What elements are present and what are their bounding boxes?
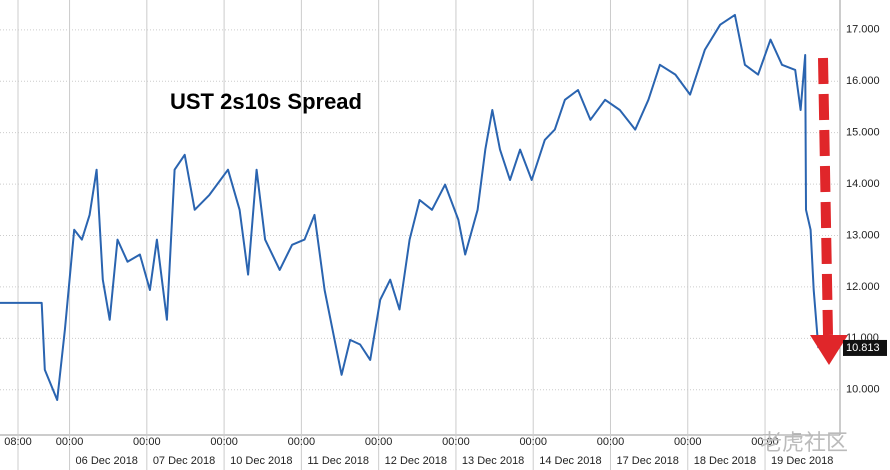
date-label: 06 Dec 2018 bbox=[76, 455, 138, 467]
x-tick-label: 00:00 bbox=[365, 436, 393, 448]
date-label: 17 Dec 2018 bbox=[616, 455, 678, 467]
y-tick-label: 17.000 bbox=[846, 24, 880, 36]
chart-title: UST 2s10s Spread bbox=[170, 89, 362, 114]
x-tick-label: 08:00 bbox=[4, 436, 32, 448]
date-label: 13 Dec 2018 bbox=[462, 455, 524, 467]
y-tick-label: 10.000 bbox=[846, 384, 880, 396]
date-label: 11 Dec 2018 bbox=[307, 455, 369, 467]
date-label: 19 Dec 2018 bbox=[771, 455, 833, 467]
x-tick-label: 00:00 bbox=[288, 436, 316, 448]
y-tick-label: 13.000 bbox=[846, 229, 880, 241]
date-label: 18 Dec 2018 bbox=[694, 455, 756, 467]
x-tick-label: 00:00 bbox=[210, 436, 238, 448]
last-value-label: 10.813 bbox=[846, 342, 880, 354]
watermark: 老虎社区 bbox=[760, 430, 848, 455]
x-tick-label: 00:00 bbox=[133, 436, 161, 448]
last-value-box bbox=[843, 339, 887, 356]
date-label: 07 Dec 2018 bbox=[153, 455, 215, 467]
y-tick-label: 16.000 bbox=[846, 75, 880, 87]
x-tick-label: 00:00 bbox=[442, 436, 470, 448]
y-tick-label: 15.000 bbox=[846, 127, 880, 139]
x-tick-label: 00:00 bbox=[597, 436, 625, 448]
x-tick-label: 00:00 bbox=[519, 436, 547, 448]
x-tick-label: 00:00 bbox=[751, 436, 779, 448]
x-tick-label: 00:00 bbox=[674, 436, 702, 448]
date-label: 14 Dec 2018 bbox=[539, 455, 601, 467]
red-arrow bbox=[810, 57, 848, 365]
line bbox=[0, 13, 820, 401]
x-tick-label: 00:00 bbox=[56, 436, 84, 448]
y-tick-label: 14.000 bbox=[846, 178, 880, 190]
date-label: 10 Dec 2018 bbox=[230, 455, 292, 467]
date-label: 12 Dec 2018 bbox=[385, 455, 447, 467]
y-tick-label: 12.000 bbox=[846, 281, 880, 293]
